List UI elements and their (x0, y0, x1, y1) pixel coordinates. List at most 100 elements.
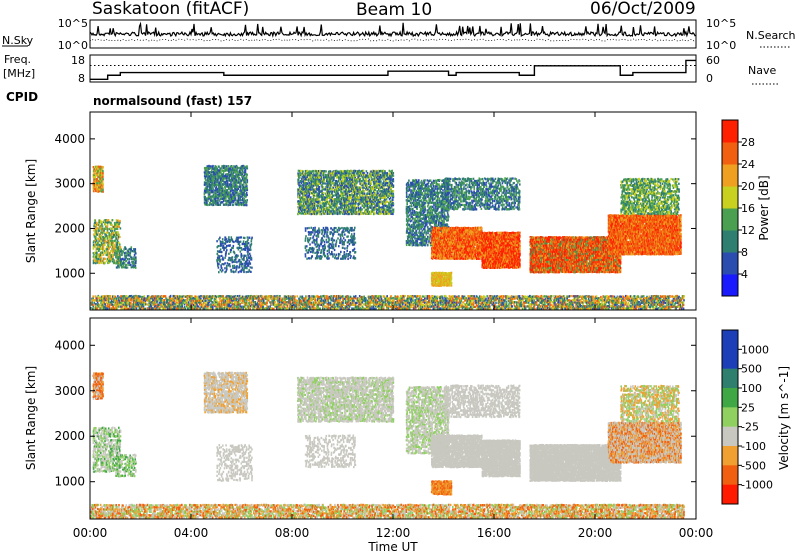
freq-label-top: Freq. (4, 53, 31, 66)
echo-cell (383, 186, 385, 188)
echo-cell (245, 190, 247, 192)
echo-cell (323, 229, 325, 231)
echo-cell (222, 187, 224, 189)
echo-cell (215, 170, 217, 172)
echo-cell (225, 198, 227, 200)
echo-cell (301, 174, 303, 176)
echo-cell (319, 229, 321, 231)
echo-cell (325, 170, 327, 172)
echo-cell (241, 249, 243, 251)
echo-cell (309, 257, 311, 259)
echo-cell (319, 194, 321, 196)
echo-cell (308, 198, 310, 200)
echo-cell (102, 176, 104, 178)
echo-cell (313, 235, 315, 237)
echo-cell (376, 196, 378, 198)
echo-cell (324, 180, 326, 182)
echo-cell (112, 228, 114, 230)
echo-cell (307, 170, 309, 172)
echo-cell (102, 252, 104, 254)
cpid-label: CPID (6, 90, 38, 104)
echo-cell (220, 170, 222, 172)
echo-cell (218, 166, 220, 168)
echo-cell (135, 252, 137, 254)
echo-cell (300, 170, 302, 172)
echo-cell (377, 186, 379, 188)
echo-cell (245, 241, 247, 243)
echo-cell (367, 172, 369, 174)
echo-cell (331, 244, 333, 246)
echo-cell (333, 233, 335, 235)
echo-cell (217, 245, 219, 247)
echo-cell (317, 205, 319, 207)
echo-cell (406, 194, 408, 196)
echo-cell (374, 212, 376, 214)
echo-cell (428, 197, 430, 199)
echo-cell (353, 241, 355, 243)
echo-cell (129, 262, 131, 264)
echo-cell (334, 249, 336, 251)
echo-cell (410, 230, 412, 232)
echo-cell (95, 219, 97, 221)
echo-cell (106, 246, 108, 248)
echo-cell (118, 234, 120, 236)
echo-cell (422, 225, 424, 227)
echo-cell (364, 190, 366, 192)
echo-cell (301, 201, 303, 203)
echo-cell (343, 237, 345, 239)
echo-cell (416, 179, 418, 181)
echo-cell (101, 254, 103, 256)
echo-cell (101, 257, 103, 259)
echo-cell (218, 173, 220, 175)
echo-cell (246, 267, 248, 269)
echo-cell (219, 259, 221, 261)
echo-cell (335, 180, 337, 182)
echo-cell (230, 181, 232, 183)
echo-cell (117, 232, 119, 234)
echo-cell (412, 212, 414, 214)
echo-cell (229, 244, 231, 246)
echo-cell (347, 175, 349, 177)
echo-cell (248, 242, 250, 244)
echo-cell (325, 205, 327, 207)
echo-cell (233, 271, 235, 273)
echo-cell (104, 228, 106, 230)
echo-cell (328, 238, 330, 240)
echo-cell (225, 238, 227, 240)
noise-left-label: N.Sky (2, 34, 34, 47)
echo-cell (424, 206, 426, 208)
echo-cell (101, 223, 103, 225)
echo-cell (213, 204, 215, 206)
echo-cell (312, 251, 314, 253)
echo-cell (342, 247, 344, 249)
echo-cell (320, 182, 322, 184)
echo-cell (359, 189, 361, 191)
echo-cell (347, 235, 349, 237)
echo-cell (236, 261, 238, 263)
echo-cell (95, 190, 97, 192)
echo-cell (114, 228, 116, 230)
echo-cell (370, 213, 372, 215)
echo-cell (421, 204, 423, 206)
echo-cell (129, 258, 131, 260)
echo-cell (344, 234, 346, 236)
echo-cell (95, 262, 97, 264)
echo-cell (246, 192, 248, 194)
echo-cell (131, 246, 133, 248)
echo-cell (232, 204, 234, 206)
echo-cell (324, 182, 326, 184)
echo-cell (349, 182, 351, 184)
echo-cell (235, 194, 237, 196)
echo-cell (335, 256, 337, 258)
echo-cell (213, 194, 215, 196)
echo-cell (119, 220, 121, 222)
echo-cell (247, 246, 249, 248)
echo-cell (247, 251, 249, 253)
echo-cell (322, 230, 324, 232)
echo-cell (119, 256, 121, 258)
echo-cell (299, 177, 301, 179)
echo-cell (317, 255, 319, 257)
echo-cell (310, 189, 312, 191)
echo-cell (349, 173, 351, 175)
echo-cell (224, 262, 226, 264)
